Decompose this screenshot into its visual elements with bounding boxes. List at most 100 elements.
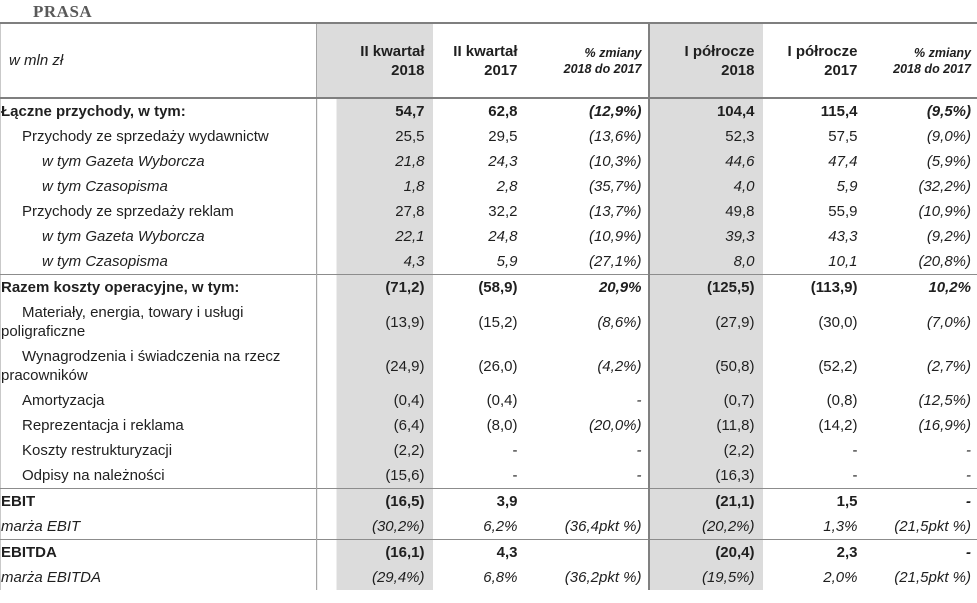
col-header-q2-2018: II kwartał 2018 (316, 23, 433, 99)
table-row: Razem koszty operacyjne, w tym: (71,2) (… (0, 274, 977, 300)
cell-q2-2018: 27,8 (316, 199, 433, 224)
cell-h1-2017: (52,2) (818, 357, 858, 375)
cell-change-halfyear: - (865, 488, 977, 514)
table-row: w tym Gazeta Wyborcza 21,8 24,3 (10,3%) … (1, 149, 977, 174)
col-header-change-quarter: % zmiany 2018 do 2017 (525, 23, 649, 99)
cell-h1-2017: 2,3 (762, 539, 866, 565)
col-header-line1: II kwartał (360, 42, 425, 60)
cell-h1-2018: (125,5) (647, 274, 763, 300)
cell-change-halfyear: - (966, 467, 971, 484)
cell-change-quarter: (8,6%) (597, 313, 642, 331)
cell-q2-2017: 29,5 (488, 128, 518, 145)
cell-change-halfyear: - (966, 442, 971, 459)
cell-q2-2017: 24,3 (488, 153, 518, 170)
cell-q2-2018: (16,1) (316, 539, 433, 565)
cell-q2-2017: 4,3 (432, 539, 526, 565)
unit-label: w mln zł (0, 23, 317, 99)
table-row: Łączne przychody, w tym: 54,7 62,8 (12,9… (1, 98, 977, 124)
row-label: Łączne przychody, w tym: (1, 103, 186, 120)
cell-change-halfyear: (9,2%) (926, 228, 971, 245)
cell-h1-2017: 57,5 (828, 128, 858, 145)
cell-h1-2017: 1,3% (823, 518, 858, 535)
cell-h1-2018: 4,0 (647, 174, 763, 199)
cell-h1-2018: (21,1) (647, 488, 763, 514)
table-row: Amortyzacja (0,4) (0,4) - (0,7) (0,8) (1… (1, 388, 977, 413)
col-header-h1-2018: I półrocze 2018 (647, 23, 763, 99)
table-row: Reprezentacja i reklama (6,4) (8,0) (20,… (1, 413, 977, 438)
cell-change-quarter: (10,3%) (588, 153, 642, 170)
col-header-line1: % zmiany (914, 45, 971, 60)
cell-h1-2017: 5,9 (836, 178, 858, 195)
table-row: Koszty restrukturyzacji (2,2) - - (2,2) … (1, 438, 977, 463)
cell-q2-2017: 6,8% (483, 569, 518, 586)
cell-h1-2017: 43,3 (828, 228, 858, 245)
col-header-line2: 2017 (824, 61, 858, 79)
row-label: Odpisy na należności (22, 467, 165, 484)
table-row: marża EBITDA (29,4%) 6,8% (36,2pkt %) (1… (1, 565, 977, 590)
table-row: EBITDA (16,1) 4,3 (20,4) 2,3 - (0, 539, 977, 565)
cell-q2-2017: (0,4) (486, 392, 518, 409)
cell-h1-2018: (20,2%) (647, 514, 763, 540)
cell-q2-2017: - (512, 442, 518, 459)
cell-q2-2017: 3,9 (432, 488, 526, 514)
cell-change-halfyear: (9,0%) (926, 128, 971, 145)
row-label: EBITDA (0, 539, 317, 565)
row-label: w tym Gazeta Wyborcza (42, 153, 205, 170)
cell-change-halfyear: (16,9%) (918, 417, 971, 434)
row-label: Amortyzacja (22, 392, 105, 409)
cell-change-halfyear: (10,9%) (918, 203, 971, 220)
cell-h1-2018: 39,3 (647, 224, 763, 249)
cell-h1-2018: (2,2) (647, 438, 763, 463)
cell-h1-2018: 52,3 (647, 124, 763, 149)
cell-q2-2018: 1,8 (316, 174, 433, 199)
cell-h1-2018: 49,8 (647, 199, 763, 224)
col-header-line2: 2018 (391, 61, 425, 79)
cell-q2-2018: 4,3 (316, 249, 433, 275)
row-label: Przychody ze sprzedaży wydawnictw (22, 128, 269, 145)
cell-q2-2018: (24,9) (316, 344, 433, 388)
row-label: w tym Czasopisma (42, 178, 168, 195)
cell-change-quarter: (10,9%) (588, 228, 642, 245)
cell-h1-2017: - (852, 442, 858, 459)
cell-q2-2017: 6,2% (483, 518, 518, 535)
cell-q2-2018: (30,2%) (316, 514, 433, 540)
cell-h1-2017: (14,2) (818, 417, 858, 434)
cell-h1-2018: (50,8) (647, 344, 763, 388)
cell-q2-2017: (26,0) (478, 357, 518, 375)
col-header-line1: I półrocze (684, 42, 755, 60)
cell-change-halfyear: (5,9%) (926, 153, 971, 170)
cell-change-quarter: (27,1%) (588, 253, 642, 270)
cell-change-halfyear: (21,5pkt %) (894, 518, 971, 535)
row-label: marża EBITDA (1, 569, 102, 586)
cell-change-halfyear: (32,2%) (918, 178, 971, 195)
table-row: Przychody ze sprzedaży wydawnictw 25,5 2… (1, 124, 977, 149)
col-header-h1-2017: I półrocze 2017 (762, 23, 866, 99)
cell-h1-2017: 55,9 (828, 203, 858, 220)
cell-q2-2018: 22,1 (316, 224, 433, 249)
cell-q2-2018: 25,5 (316, 124, 433, 149)
cell-change-halfyear: 10,2% (865, 274, 977, 300)
cell-change-halfyear: (2,7%) (926, 357, 971, 375)
cell-change-quarter: (12,9%) (588, 103, 642, 120)
cell-q2-2018: (29,4%) (316, 565, 433, 590)
cell-h1-2018: (0,7) (647, 388, 763, 413)
row-label: Przychody ze sprzedaży reklam (22, 203, 234, 220)
cell-h1-2017: 1,5 (762, 488, 866, 514)
table-row: Materiały, energia, towary i usługi poli… (1, 300, 977, 344)
cell-change-halfyear: (9,5%) (926, 103, 971, 120)
cell-change-quarter: (13,6%) (588, 128, 642, 145)
cell-change-halfyear: - (865, 539, 977, 565)
cell-change-halfyear: (7,0%) (926, 313, 971, 331)
cell-q2-2018: 54,7 (316, 98, 433, 124)
cell-q2-2018: (2,2) (316, 438, 433, 463)
table-row: Odpisy na należności (15,6) - - (16,3) -… (1, 463, 977, 489)
table-body: Łączne przychody, w tym: 54,7 62,8 (12,9… (0, 98, 977, 590)
cell-change-quarter: - (636, 392, 642, 409)
table-row: EBIT (16,5) 3,9 (21,1) 1,5 - (0, 488, 977, 514)
cell-q2-2017: 24,8 (488, 228, 518, 245)
cell-q2-2017: 2,8 (496, 178, 518, 195)
cell-change-quarter: (35,7%) (588, 178, 642, 195)
row-label: w tym Gazeta Wyborcza (42, 228, 205, 245)
cell-h1-2017: 10,1 (828, 253, 858, 270)
